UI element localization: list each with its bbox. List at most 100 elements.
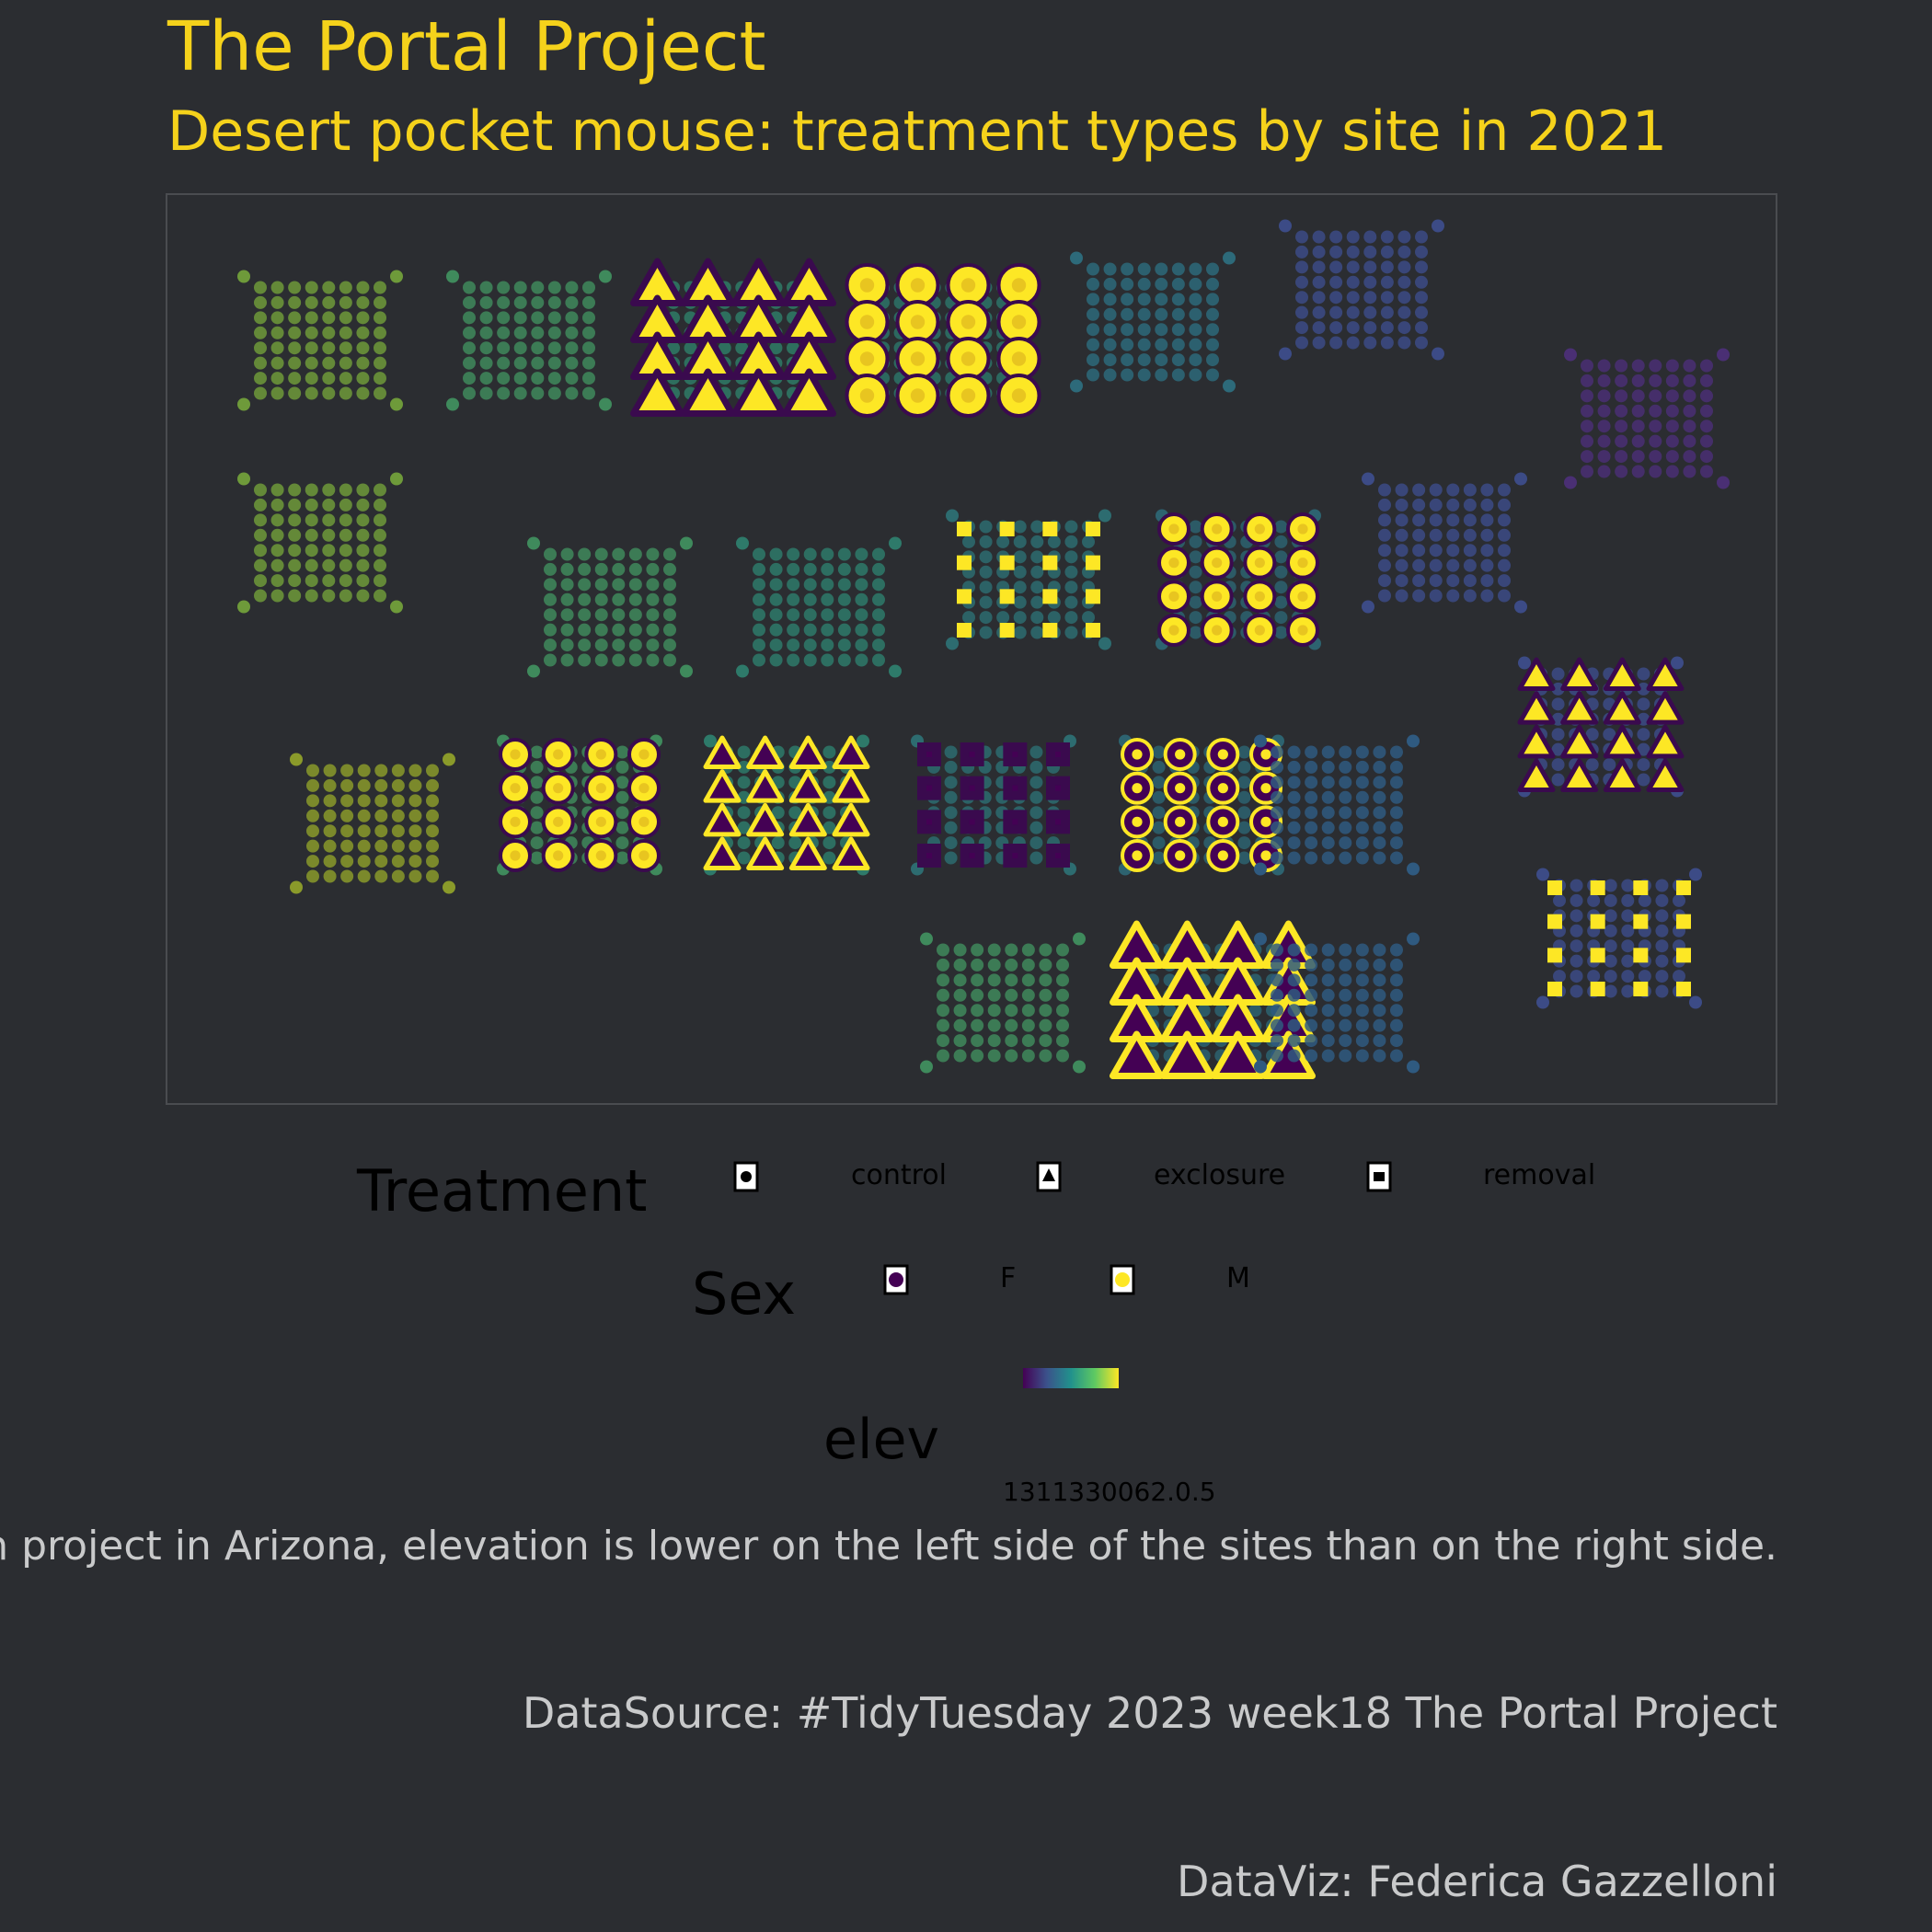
site-point (646, 547, 660, 561)
site-point (1295, 230, 1308, 244)
site-point (1581, 450, 1593, 464)
site-point (1189, 277, 1202, 291)
legend-sex-m-label: M (1226, 1262, 1250, 1294)
treatment-removal-mark (1086, 623, 1100, 638)
site-point (565, 372, 579, 385)
site-point (1312, 305, 1326, 319)
treatment-control-center (510, 749, 521, 760)
treatment-control-center (859, 278, 875, 293)
site-point (855, 623, 868, 637)
site-point (270, 372, 284, 385)
site-corner-point (1536, 868, 1549, 881)
site-point (837, 547, 851, 561)
site-corner-point (446, 270, 459, 283)
site-point (803, 562, 817, 576)
site-point (1390, 745, 1403, 759)
site-point (1295, 321, 1308, 335)
site-point (737, 821, 751, 834)
treatment-control-center (1168, 591, 1179, 602)
site-point (513, 356, 527, 370)
site-point (872, 562, 885, 576)
site-point (578, 547, 592, 561)
site-point (1463, 513, 1477, 527)
site-point (254, 589, 267, 603)
site-point (1570, 879, 1583, 892)
site-point (1030, 565, 1044, 579)
site-point (374, 839, 388, 853)
site-point (305, 589, 318, 603)
site-point (1615, 374, 1628, 387)
site-point (1189, 307, 1202, 321)
site-point (1363, 275, 1377, 289)
site-point (254, 311, 267, 325)
site-point (737, 745, 751, 759)
site-point (1005, 958, 1018, 972)
site-point (1152, 790, 1166, 804)
site-point (594, 653, 608, 667)
site-point (787, 638, 800, 652)
site-point (1395, 513, 1409, 527)
site-point (1412, 558, 1426, 572)
treatment-control-center (553, 783, 564, 794)
site-point (1152, 760, 1166, 774)
site-point (1171, 353, 1185, 367)
legend-treatment-title: Treatment (357, 1157, 648, 1225)
legend-key-control (733, 1161, 759, 1192)
treatment-exclosure-mark (1211, 1030, 1265, 1079)
site-point (1673, 970, 1685, 983)
site-point (578, 578, 592, 592)
site-point (547, 281, 561, 294)
site-point (1030, 595, 1044, 609)
site-point (463, 311, 476, 325)
site-point (582, 386, 595, 400)
site-point (1287, 760, 1301, 774)
site-point (937, 1018, 949, 1032)
site-point (944, 851, 958, 865)
site-corner-point (946, 637, 959, 650)
site-point (1655, 954, 1669, 968)
site-grid (237, 270, 403, 411)
site-point (1237, 760, 1251, 774)
site-point (305, 356, 318, 370)
site-point (560, 623, 574, 637)
site-point (837, 562, 851, 576)
site-point (1480, 498, 1494, 512)
site-point (339, 528, 352, 542)
site-corner-point (237, 270, 250, 283)
treatment-control-center (510, 783, 521, 794)
site-point (1700, 420, 1713, 433)
site-point (953, 1004, 967, 1018)
site-point (953, 943, 967, 957)
site-point (408, 809, 422, 822)
site-point (305, 558, 318, 572)
site-point (1064, 581, 1078, 594)
treatment-control-center (1175, 816, 1186, 827)
site-point (1056, 943, 1069, 957)
site-point (1237, 806, 1251, 820)
site-point (391, 764, 405, 777)
site-point (513, 281, 527, 294)
site-point (408, 869, 422, 883)
site-point (1604, 984, 1617, 998)
site-point (374, 326, 386, 339)
site-point (340, 839, 354, 853)
site-point (1355, 943, 1369, 957)
site-point (1390, 821, 1403, 834)
site-point (1621, 970, 1635, 983)
site-point (1064, 520, 1078, 534)
site-point (339, 311, 352, 325)
site-point (513, 341, 527, 355)
treatment-removal-mark (999, 522, 1015, 536)
treatment-control-center (1217, 850, 1228, 861)
site-point (578, 638, 592, 652)
treatment-control-center (1011, 278, 1027, 293)
site-point (1155, 262, 1168, 276)
site-point (1029, 790, 1043, 804)
site-point (1189, 550, 1202, 564)
site-point (1480, 528, 1494, 542)
site-point (953, 1049, 967, 1063)
site-point (1087, 353, 1099, 367)
site-point (1206, 353, 1219, 367)
site-grid (237, 472, 403, 614)
site-point (1030, 611, 1044, 625)
